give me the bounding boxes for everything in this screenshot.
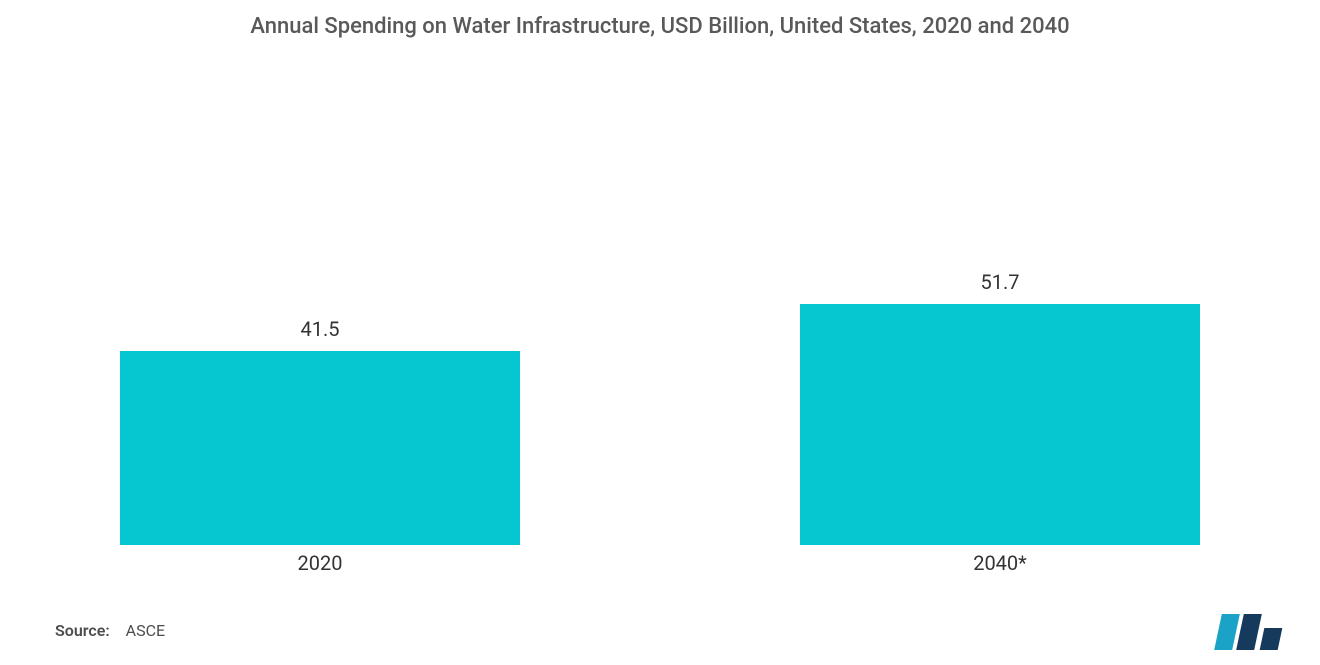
chart-plot-area: 41.5 51.7 (120, 70, 1200, 545)
publisher-logo-icon (1218, 614, 1280, 650)
logo-bar (1236, 614, 1262, 650)
source-attribution: Source: ASCE (55, 621, 165, 640)
bar-group-2020: 41.5 (120, 317, 520, 545)
source-value: ASCE (126, 621, 165, 640)
source-label: Source: (55, 621, 110, 640)
chart-title: Annual Spending on Water Infrastructure,… (0, 0, 1320, 39)
logo-bar (1214, 614, 1240, 650)
bar-2020 (120, 351, 520, 545)
x-label-2040: 2040* (800, 551, 1200, 575)
bar-2040 (800, 304, 1200, 545)
bar-value-label: 41.5 (301, 317, 340, 341)
bar-value-label: 51.7 (981, 270, 1020, 294)
x-axis-labels: 2020 2040* (120, 551, 1200, 575)
x-label-2020: 2020 (120, 551, 520, 575)
bar-group-2040: 51.7 (800, 270, 1200, 545)
logo-bar (1260, 628, 1283, 650)
